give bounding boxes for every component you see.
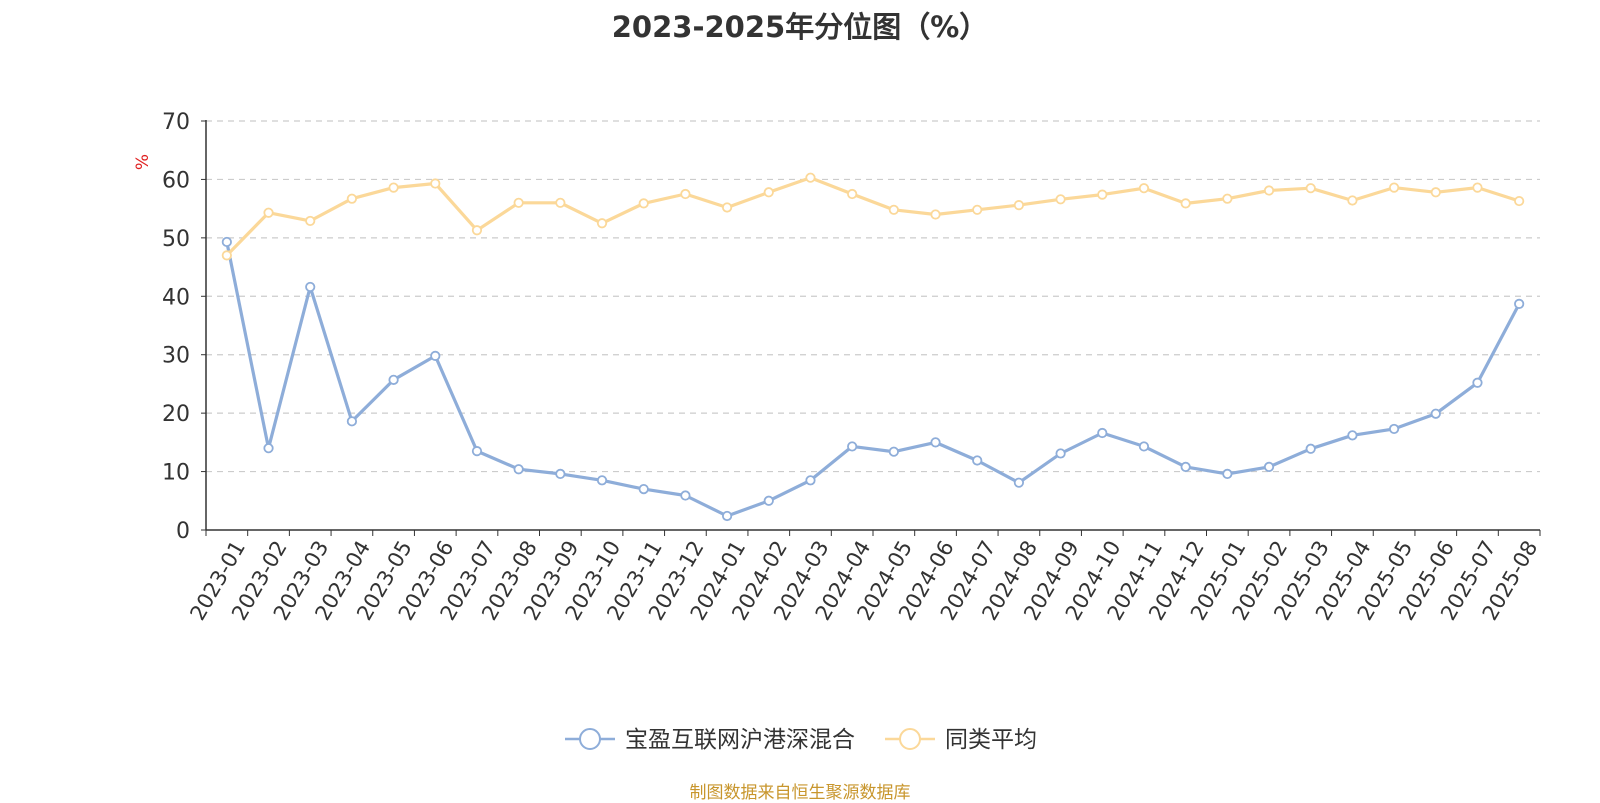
data-point-series-2 <box>430 178 441 189</box>
data-point-series-1 <box>221 236 232 248</box>
legend-marker-2 <box>899 728 921 750</box>
data-point-series-1 <box>263 443 274 454</box>
legend-marker-1 <box>579 728 601 750</box>
y-tick-label: 0 <box>176 519 190 544</box>
chart-title: 2023-2025年分位图（%） <box>611 10 989 44</box>
data-point-series-2 <box>1013 200 1025 211</box>
data-point-series-2 <box>1263 185 1275 196</box>
y-tick-label: 30 <box>162 344 190 369</box>
data-point-series-1 <box>1430 408 1441 419</box>
data-point-series-2 <box>888 204 899 215</box>
data-point-series-1 <box>1263 461 1275 472</box>
legend-label-2: 同类平均 <box>945 727 1037 753</box>
data-point-series-2 <box>1388 182 1400 193</box>
data-point-series-2 <box>555 197 566 208</box>
data-point-series-2 <box>1430 187 1441 198</box>
data-point-series-2 <box>1222 193 1233 204</box>
data-point-series-2 <box>847 188 858 200</box>
data-point-series-2 <box>471 225 483 236</box>
data-point-series-2 <box>972 204 983 215</box>
data-point-series-2 <box>513 197 524 208</box>
data-point-series-2 <box>763 187 774 198</box>
data-point-series-1 <box>555 468 566 480</box>
legend-label-1: 宝盈互联网沪港深混合 <box>625 727 855 753</box>
data-point-series-1 <box>596 475 608 486</box>
data-point-series-1 <box>1472 377 1483 388</box>
legend: 宝盈互联网沪港深混合 同类平均 <box>565 727 1037 753</box>
data-point-series-1 <box>1388 423 1400 435</box>
data-point-series-2 <box>388 182 399 193</box>
data-point-series-1 <box>805 475 816 486</box>
data-point-series-2 <box>1180 198 1191 209</box>
data-point-series-1 <box>1138 441 1150 452</box>
data-point-series-1 <box>430 350 441 361</box>
data-point-series-2 <box>305 215 316 227</box>
data-point-series-1 <box>1013 477 1025 488</box>
data-point-series-1 <box>1055 448 1066 459</box>
data-point-series-1 <box>1222 468 1233 480</box>
data-point-series-1 <box>972 455 983 466</box>
data-point-series-2 <box>1138 183 1150 194</box>
data-point-series-1 <box>471 446 483 457</box>
series-line-2 <box>225 176 1520 257</box>
data-point-series-1 <box>513 464 524 475</box>
y-tick-label: 70 <box>162 110 190 135</box>
data-point-series-1 <box>1305 443 1316 454</box>
data-point-series-1 <box>1347 430 1358 441</box>
data-point-series-2 <box>1472 182 1483 193</box>
data-point-series-2 <box>346 193 358 204</box>
data-point-series-2 <box>1305 183 1316 194</box>
y-tick-label: 10 <box>162 461 190 486</box>
data-point-series-2 <box>638 198 649 209</box>
data-point-series-2 <box>1347 195 1358 206</box>
data-point-series-1 <box>930 437 941 448</box>
data-point-series-1 <box>847 441 858 452</box>
y-tick-label: 20 <box>162 402 190 427</box>
axes: 0102030405060702023-012023-022023-032023… <box>162 110 1542 624</box>
data-point-series-2 <box>263 207 274 218</box>
data-point-series-1 <box>888 446 899 457</box>
data-point-series-2 <box>1097 189 1108 200</box>
data-point-series-1 <box>763 495 774 506</box>
y-tick-label: 40 <box>162 285 190 310</box>
data-point-series-1 <box>346 416 358 427</box>
data-point-series-1 <box>638 483 649 495</box>
data-point-series-2 <box>805 172 816 183</box>
data-point-series-2 <box>680 188 691 200</box>
data-point-series-2 <box>596 218 608 229</box>
y-tick-label: 60 <box>162 168 190 193</box>
data-point-series-2 <box>1055 194 1066 205</box>
y-axis-unit-label: % <box>133 154 153 170</box>
grid-lines <box>206 120 1540 473</box>
data-point-series-1 <box>1097 427 1108 439</box>
y-tick-label: 50 <box>162 227 190 252</box>
source-note: 制图数据来自恒生聚源数据库 <box>689 783 911 803</box>
data-point-series-2 <box>721 202 733 213</box>
series-layer <box>221 172 1525 522</box>
data-point-series-2 <box>1514 195 1525 207</box>
data-point-series-1 <box>388 374 399 385</box>
data-point-series-2 <box>930 209 941 220</box>
series-line-1 <box>225 241 1521 518</box>
data-point-series-1 <box>1514 298 1525 309</box>
data-point-series-1 <box>721 510 733 522</box>
data-point-series-1 <box>1180 461 1191 472</box>
data-point-series-1 <box>305 281 316 293</box>
data-point-series-1 <box>680 490 691 501</box>
data-point-series-2 <box>221 250 232 261</box>
